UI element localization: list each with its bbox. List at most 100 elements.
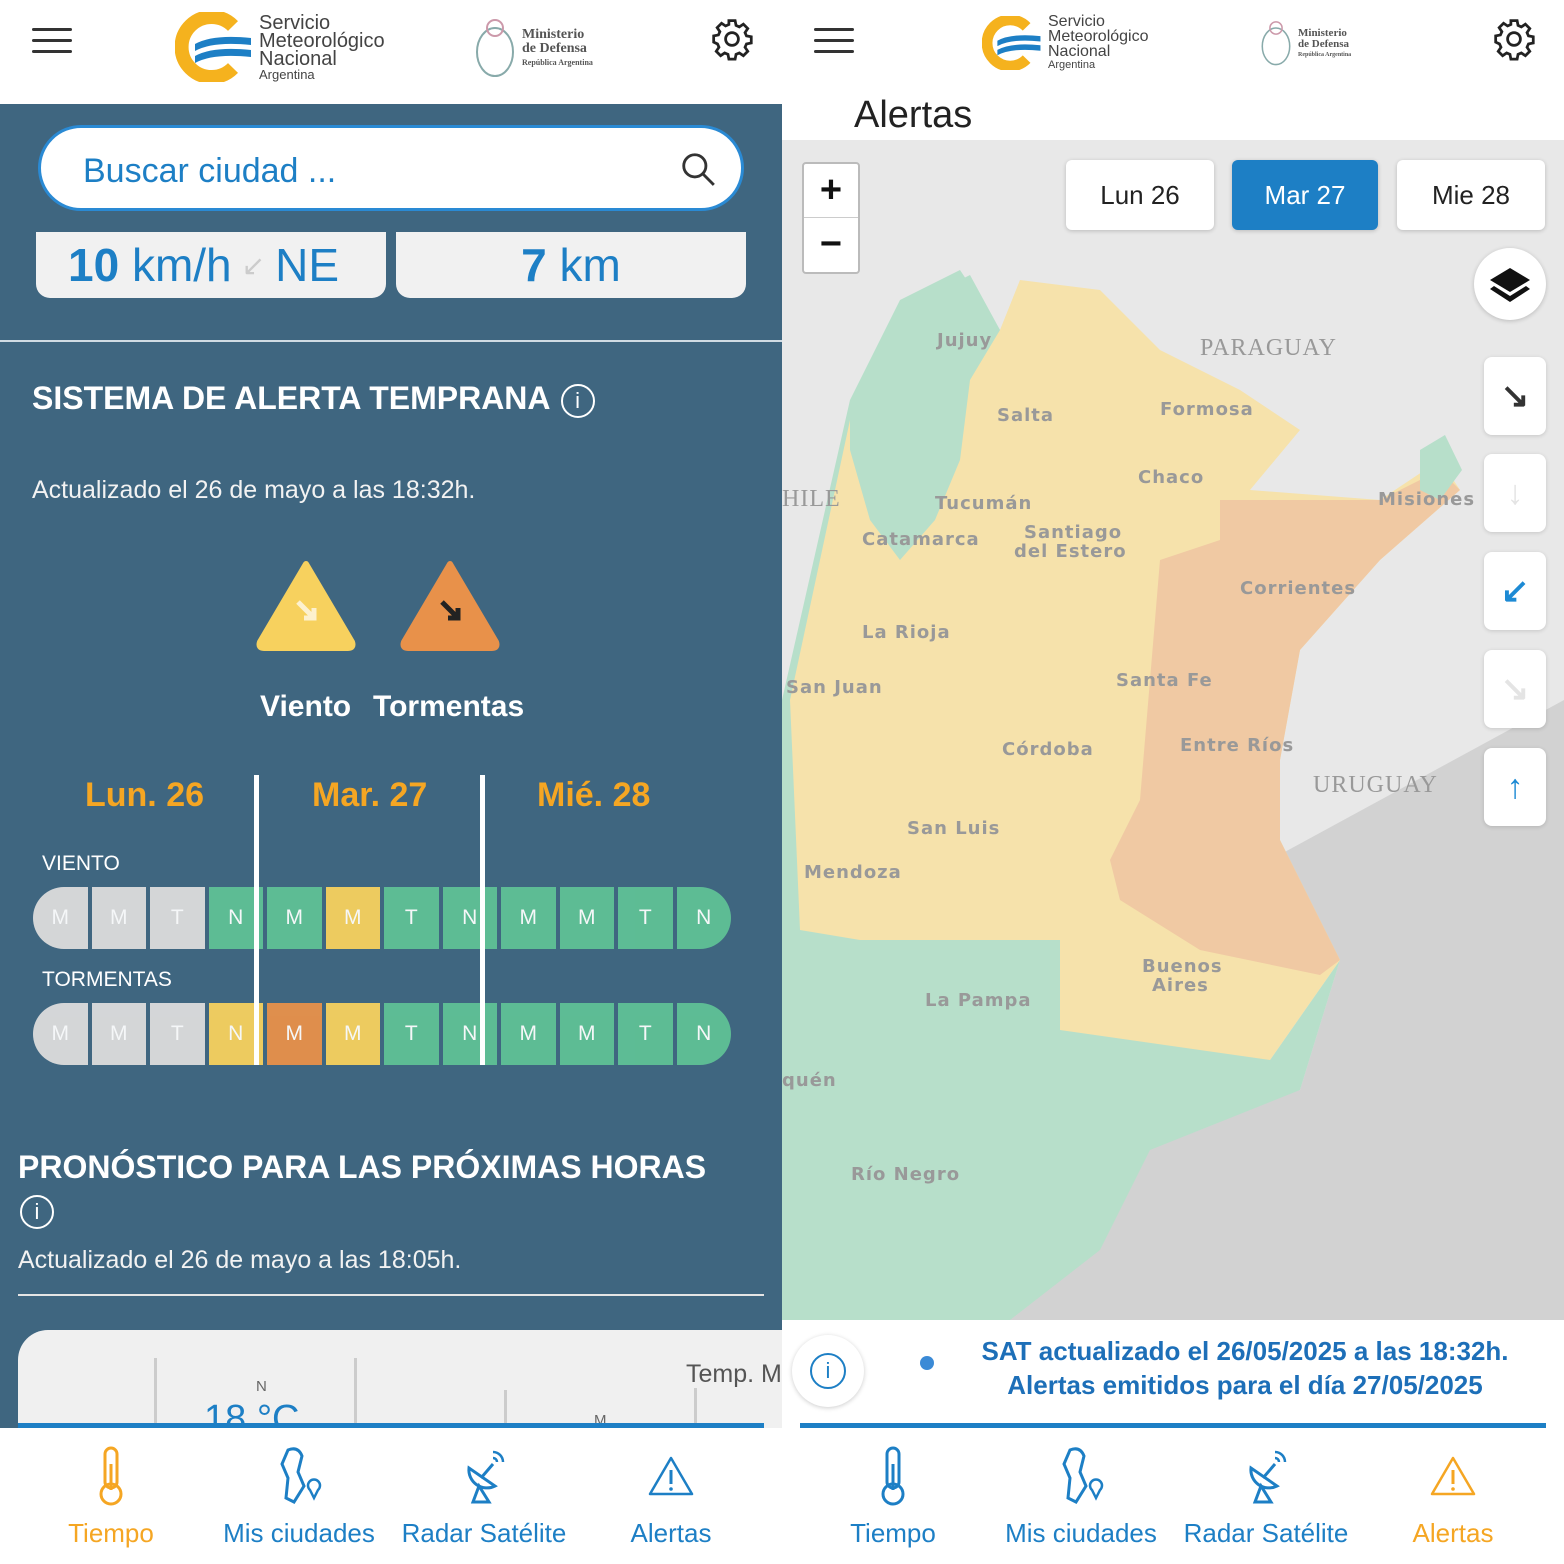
- nav-top-line: [18, 1423, 764, 1428]
- banner-line: Alertas emitidos para el día 27/05/2025: [1007, 1370, 1483, 1400]
- timeline-cell: M: [559, 1003, 614, 1065]
- divider: [18, 1294, 764, 1296]
- wind-direction-se-light-button[interactable]: ↘: [1484, 650, 1546, 728]
- search-placeholder: Buscar ciudad ...: [83, 152, 337, 190]
- nav-tiempo[interactable]: Tiempo: [798, 1438, 988, 1549]
- bottom-nav: Tiempo Mis ciudades Radar Satélite Alertas: [0, 1428, 782, 1564]
- wind-direction-se-button[interactable]: ↘: [1484, 357, 1546, 435]
- forecast-updated-text: Actualizado el 26 de mayo a las 18:05h.: [18, 1246, 462, 1274]
- org-name: Nacional: [1048, 43, 1111, 60]
- nav-label: Mis ciudades: [1005, 1518, 1157, 1548]
- day-label: Mié. 28: [537, 776, 651, 814]
- info-icon[interactable]: i: [20, 1194, 54, 1229]
- search-icon[interactable]: [679, 150, 717, 188]
- timeline-cell: M: [91, 887, 146, 949]
- timeline-cell: T: [384, 887, 439, 949]
- country-label: HILE: [782, 486, 841, 512]
- nav-tiempo[interactable]: Tiempo: [16, 1438, 206, 1549]
- smn-logo: Servicio Meteorológico Nacional Argentina: [982, 14, 1149, 72]
- map-info-button[interactable]: i: [792, 1335, 864, 1407]
- nav-label: Alertas: [630, 1518, 712, 1548]
- timeline-cell: N: [208, 887, 263, 949]
- menu-icon[interactable]: [814, 28, 854, 54]
- timeline-cell: T: [618, 1003, 673, 1065]
- zoom-in-button[interactable]: +: [804, 164, 858, 218]
- map-pin-icon: [986, 1444, 1176, 1508]
- province-label: Salta: [997, 405, 1054, 426]
- smn-logo: Servicio Meteorológico Nacional Argentina: [175, 12, 385, 82]
- divider: [354, 1358, 357, 1438]
- timeline-cell: M: [325, 1003, 380, 1065]
- ministry-logo: Ministerio de Defensa República Argentina: [474, 16, 593, 82]
- province-label: Corrientes: [1240, 578, 1356, 599]
- storm-warning-label: Tormentas: [373, 690, 525, 723]
- layers-button[interactable]: [1474, 248, 1546, 320]
- org-name: Servicio: [259, 11, 331, 34]
- forecast-column-label: Temp. M: [686, 1360, 782, 1388]
- nav-mis-ciudades[interactable]: Mis ciudades: [986, 1438, 1176, 1549]
- wind-card: 10 km/h ↙ NE: [36, 232, 386, 298]
- timeline-cell: M: [559, 887, 614, 949]
- zoom-control: + −: [802, 162, 860, 274]
- org-country: Argentina: [1048, 59, 1096, 71]
- nav-label: Alertas: [1412, 1518, 1494, 1548]
- nav-label: Tiempo: [850, 1518, 936, 1548]
- info-icon[interactable]: i: [560, 383, 595, 418]
- province-label: Formosa: [1160, 399, 1254, 420]
- warning-icon: [576, 1444, 766, 1508]
- wind-direction-sw-button[interactable]: ↙: [1484, 552, 1546, 630]
- nav-alertas[interactable]: Alertas: [1358, 1438, 1548, 1549]
- nav-label: Tiempo: [68, 1518, 154, 1548]
- province-label: Catamarca: [862, 529, 980, 550]
- wind-direction-n-button[interactable]: ↑: [1484, 748, 1546, 826]
- wind-direction-arrow-icon: ↙: [241, 249, 266, 281]
- wind-row-label: VIENTO: [42, 852, 120, 875]
- province-label: Jujuy: [935, 330, 992, 351]
- sat-updated-text: Actualizado el 26 de mayo a las 18:32h.: [32, 476, 476, 504]
- date-tab-lun-26[interactable]: Lun 26: [1066, 160, 1214, 230]
- wind-unit: km/h: [131, 239, 232, 291]
- thermometer-icon: [798, 1444, 988, 1508]
- wind-direction-s-button[interactable]: ↓: [1484, 454, 1546, 532]
- sat-banner: SAT actualizado el 26/05/2025 a las 18:3…: [890, 1320, 1564, 1424]
- bottom-nav: Tiempo Mis ciudades Radar Satélite Alertas: [782, 1428, 1564, 1564]
- divider: [154, 1358, 157, 1438]
- forecast-period: N: [256, 1378, 267, 1395]
- province-label: Misiones: [1378, 489, 1475, 510]
- forecast-title-text: PRONÓSTICO PARA LAS PRÓXIMAS HORAS: [18, 1149, 707, 1185]
- nav-top-line: [800, 1423, 1546, 1428]
- page-title: Alertas: [854, 94, 973, 136]
- menu-icon[interactable]: [32, 28, 72, 54]
- province-label: Santiago: [1024, 522, 1122, 543]
- timeline-cell: M: [325, 887, 380, 949]
- province-label: Río Negro: [851, 1164, 960, 1185]
- province-label: Buenos: [1142, 956, 1223, 977]
- nav-mis-ciudades[interactable]: Mis ciudades: [204, 1438, 394, 1549]
- date-tab-mie-28[interactable]: Mie 28: [1397, 160, 1545, 230]
- day-label: Mar. 27: [312, 776, 428, 814]
- settings-gear-icon[interactable]: [710, 17, 754, 61]
- alerts-map[interactable]: PARAGUAY URUGUAY HILE Jujuy Salta Formosa Chac…: [782, 140, 1564, 1320]
- settings-gear-icon[interactable]: [1492, 17, 1536, 61]
- timeline-cell: T: [384, 1003, 439, 1065]
- nav-radar-satélite[interactable]: Radar Satélite: [1171, 1438, 1361, 1549]
- timeline-cell: N: [676, 887, 731, 949]
- nav-radar-satélite[interactable]: Radar Satélite: [389, 1438, 579, 1549]
- city-search-input[interactable]: Buscar ciudad ...: [38, 125, 744, 211]
- status-dot: [920, 1356, 934, 1370]
- coat-of-arms-icon: [1261, 21, 1291, 66]
- zoom-out-button[interactable]: −: [819, 223, 843, 265]
- wind-direction: NE: [275, 239, 340, 291]
- nav-alertas[interactable]: Alertas: [576, 1438, 766, 1549]
- date-tab-mar-27[interactable]: Mar 27: [1232, 160, 1378, 230]
- timeline-cell: N: [208, 1003, 263, 1065]
- wind-warning-icon: [256, 561, 356, 651]
- nav-label: Radar Satélite: [401, 1518, 567, 1548]
- nav-label: Mis ciudades: [223, 1518, 375, 1548]
- visibility-value: 7: [521, 239, 547, 291]
- timeline-cell: M: [91, 1003, 146, 1065]
- province-label: Mendoza: [804, 862, 902, 883]
- timeline-cell: N: [442, 887, 497, 949]
